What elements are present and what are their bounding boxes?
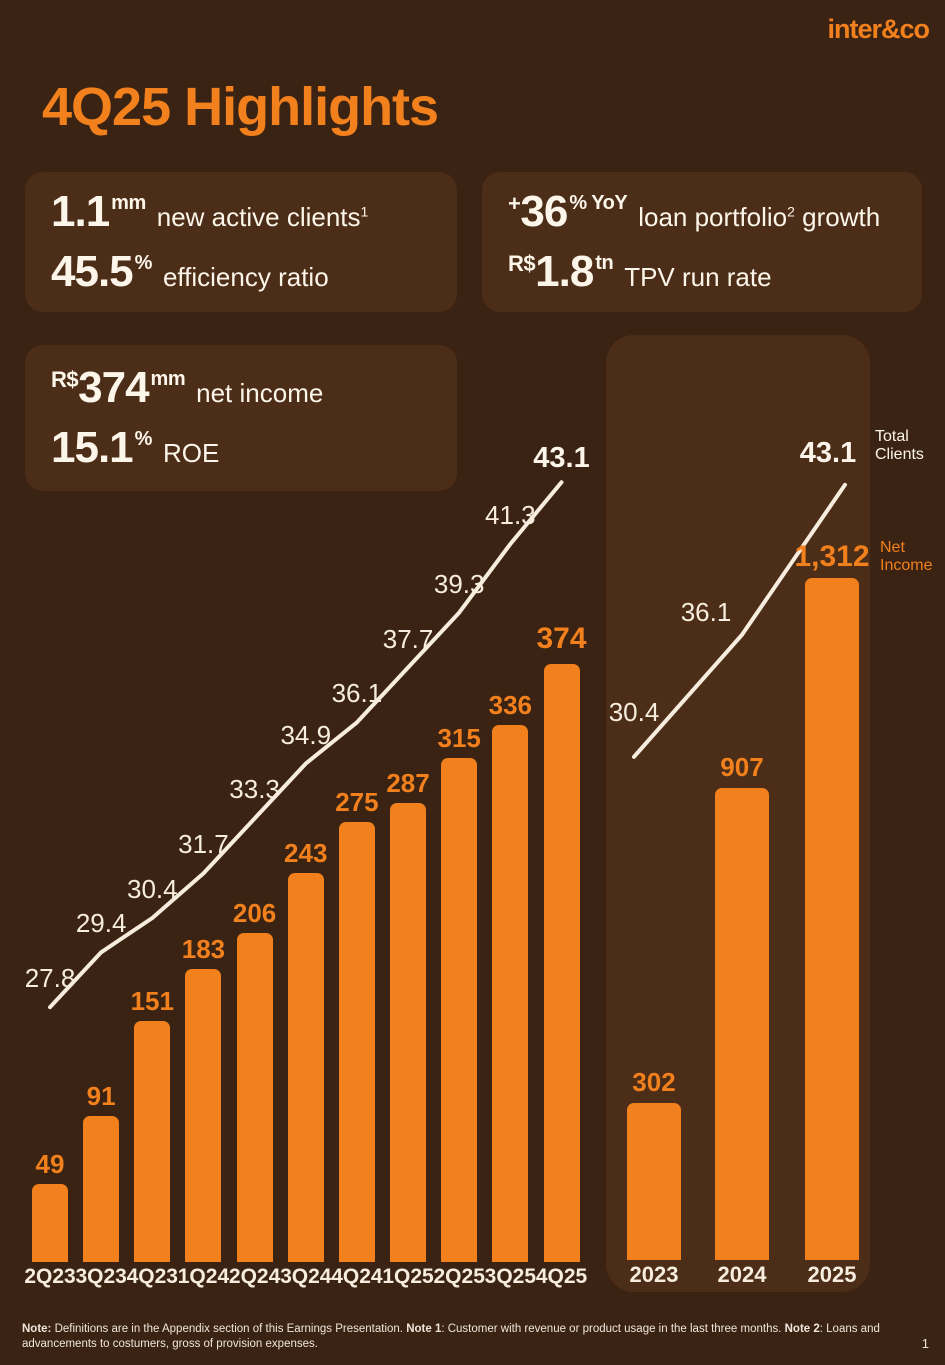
highlight-card-loan-tpv: +36% YoY loan portfolio2 growth R$1.8 tn TPV… — [482, 172, 922, 312]
axis-label-3Q25: 3Q25 — [484, 1265, 537, 1288]
footnote-segment-3: : Customer with revenue or product usage… — [441, 1323, 785, 1335]
footnote: Note: Definitions are in the Appendix se… — [22, 1322, 884, 1352]
line-value-3Q23: 29.4 — [75, 908, 127, 939]
bar-4Q25 — [543, 663, 580, 1262]
bar-value-2Q23: 49 — [35, 1148, 65, 1179]
legend-net-income: Net Income — [880, 539, 933, 575]
bar-2Q23 — [32, 1183, 68, 1262]
axis-label-4Q23: 4Q23 — [126, 1265, 178, 1288]
line-value-3Q24: 34.9 — [280, 719, 332, 750]
line-value-4Q23: 30.4 — [126, 873, 178, 904]
metric-unit: % — [134, 252, 153, 274]
metric-label: new active clients1 — [156, 202, 369, 232]
loan-tpv-card-metric-1: R$1.8 tn TPV run rate — [508, 250, 896, 294]
metric-unit: mm — [111, 192, 146, 214]
bar-value-3Q24: 243 — [284, 838, 328, 869]
footnote-segment-1: Definitions are in the Appendix section … — [51, 1323, 407, 1335]
bar-value-2Q24: 206 — [232, 897, 277, 928]
line-value-3Q25: 41.3 — [485, 499, 536, 530]
bar-3Q25 — [492, 724, 529, 1262]
bar-2Q24 — [236, 932, 273, 1262]
bar-value-3Q23: 91 — [86, 1081, 116, 1112]
metric-label: efficiency ratio — [162, 262, 329, 292]
bar-4Q23 — [134, 1020, 171, 1262]
metric-label: TPV run rate — [624, 262, 772, 292]
metric-value: 15.1 — [51, 423, 134, 472]
bar-3Q23 — [83, 1116, 120, 1262]
metric-label: ROE — [162, 438, 220, 468]
metric-value: 374 — [78, 363, 149, 412]
metric-prefix: R$ — [508, 251, 536, 276]
annual-chart-panel — [606, 335, 870, 1292]
clients-efficiency-card-metric-0: 1.1 mm new active clients1 — [51, 190, 431, 234]
metric-unit: % YoY — [569, 192, 628, 214]
loan-tpv-card-metric-0: +36% YoY loan portfolio2 growth — [508, 190, 896, 234]
axis-label-3Q23: 3Q23 — [75, 1265, 127, 1288]
axis-label-2Q24: 2Q24 — [228, 1265, 281, 1288]
metric-unit: tn — [595, 252, 614, 274]
metric-value: 45.5 — [51, 247, 134, 296]
bar-value-1Q24: 183 — [181, 934, 226, 965]
legend-total-clients: Total Clients — [875, 428, 924, 464]
bar-value-4Q23: 151 — [130, 985, 174, 1016]
interco-logo: inter&co — [827, 14, 930, 44]
income-roe-card-metric-0: R$374 mm net income — [51, 366, 431, 410]
highlight-card-clients-efficiency: 1.1 mm new active clients1 45.5% efficiency … — [25, 172, 457, 312]
axis-label-1Q25: 1Q25 — [382, 1265, 434, 1288]
bar-1Q24 — [185, 969, 222, 1262]
bar-value-4Q25: 374 — [536, 621, 587, 655]
footnote-segment-2: Note 1 — [406, 1323, 442, 1335]
axis-label-3Q24: 3Q24 — [280, 1265, 332, 1288]
axis-label-2Q25: 2Q25 — [433, 1265, 485, 1288]
line-value-1Q25: 37.7 — [382, 623, 434, 654]
axis-label-4Q25: 4Q25 — [535, 1265, 588, 1288]
line-value-2Q23: 27.8 — [24, 963, 76, 994]
line-value-4Q24: 36.1 — [331, 678, 383, 709]
bar-3Q24 — [287, 873, 324, 1262]
bar-2Q25 — [441, 758, 478, 1262]
metric-value: 1.8 — [535, 247, 594, 296]
line-value-2Q25: 39.3 — [433, 568, 485, 599]
footnote-segment-0: Note: — [22, 1323, 52, 1335]
bar-1Q25 — [390, 803, 427, 1262]
clients-efficiency-card-metric-1: 45.5% efficiency ratio — [51, 250, 431, 294]
metric-label: loan portfolio2 growth — [638, 202, 881, 232]
page-title: 4Q25 Highlights — [42, 77, 439, 137]
highlight-card-income-roe: R$374 mm net income 15.1% ROE — [25, 345, 457, 491]
metric-prefix: + — [508, 191, 521, 216]
line-value-2Q24: 33.3 — [229, 774, 280, 805]
metric-label: net income — [196, 378, 324, 408]
metric-unit: mm — [150, 368, 186, 390]
income-roe-card-metric-1: 15.1% ROE — [51, 426, 431, 470]
axis-label-1Q24: 1Q24 — [177, 1265, 230, 1288]
footnote-segment-4: Note 2 — [784, 1323, 820, 1335]
metric-unit: % — [134, 428, 153, 450]
line-value-1Q24: 31.7 — [178, 829, 229, 860]
bar-value-3Q25: 336 — [488, 689, 533, 720]
bar-4Q24 — [338, 822, 375, 1262]
footnote-segment-5: : Loans and advancements to costumers, g… — [22, 1323, 880, 1351]
line-value-4Q25: 43.1 — [533, 442, 590, 475]
bar-value-4Q24: 275 — [335, 787, 379, 818]
page-number: 1 — [921, 1336, 929, 1351]
metric-prefix: R$ — [51, 367, 79, 392]
bar-value-2Q25: 315 — [437, 723, 481, 754]
metric-value: 36 — [520, 187, 568, 236]
axis-label-4Q24: 4Q24 — [331, 1265, 383, 1288]
axis-label-2Q23: 2Q23 — [24, 1265, 76, 1288]
bar-value-1Q25: 287 — [386, 768, 430, 799]
metric-value: 1.1 — [51, 187, 110, 236]
